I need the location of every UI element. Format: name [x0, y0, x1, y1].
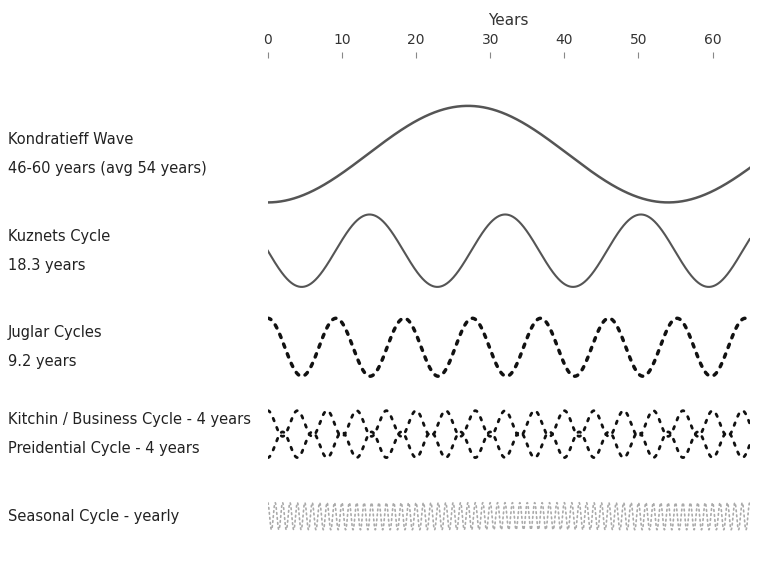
Text: 9.2 years: 9.2 years [8, 354, 77, 369]
Text: Kitchin / Business Cycle - 4 years: Kitchin / Business Cycle - 4 years [8, 412, 251, 427]
Text: Kondratieff Wave: Kondratieff Wave [8, 132, 133, 147]
Text: 46-60 years (avg 54 years): 46-60 years (avg 54 years) [8, 161, 207, 176]
Text: Preidential Cycle - 4 years: Preidential Cycle - 4 years [8, 441, 199, 456]
Text: Kuznets Cycle: Kuznets Cycle [8, 229, 110, 244]
Text: Juglar Cycles: Juglar Cycles [8, 325, 103, 340]
X-axis label: Years: Years [489, 13, 529, 28]
Text: 18.3 years: 18.3 years [8, 257, 85, 272]
Text: Seasonal Cycle - yearly: Seasonal Cycle - yearly [8, 509, 179, 524]
